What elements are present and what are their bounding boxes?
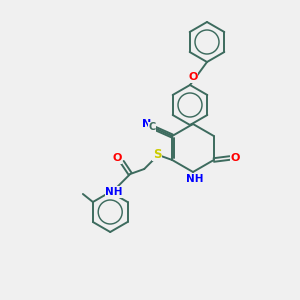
- Text: S: S: [153, 148, 161, 160]
- Text: NH: NH: [106, 187, 123, 197]
- Text: O: O: [230, 153, 239, 163]
- Text: N: N: [142, 119, 151, 129]
- Text: O: O: [112, 153, 122, 163]
- Text: O: O: [188, 72, 198, 82]
- Text: NH: NH: [186, 174, 204, 184]
- Text: C: C: [148, 122, 156, 132]
